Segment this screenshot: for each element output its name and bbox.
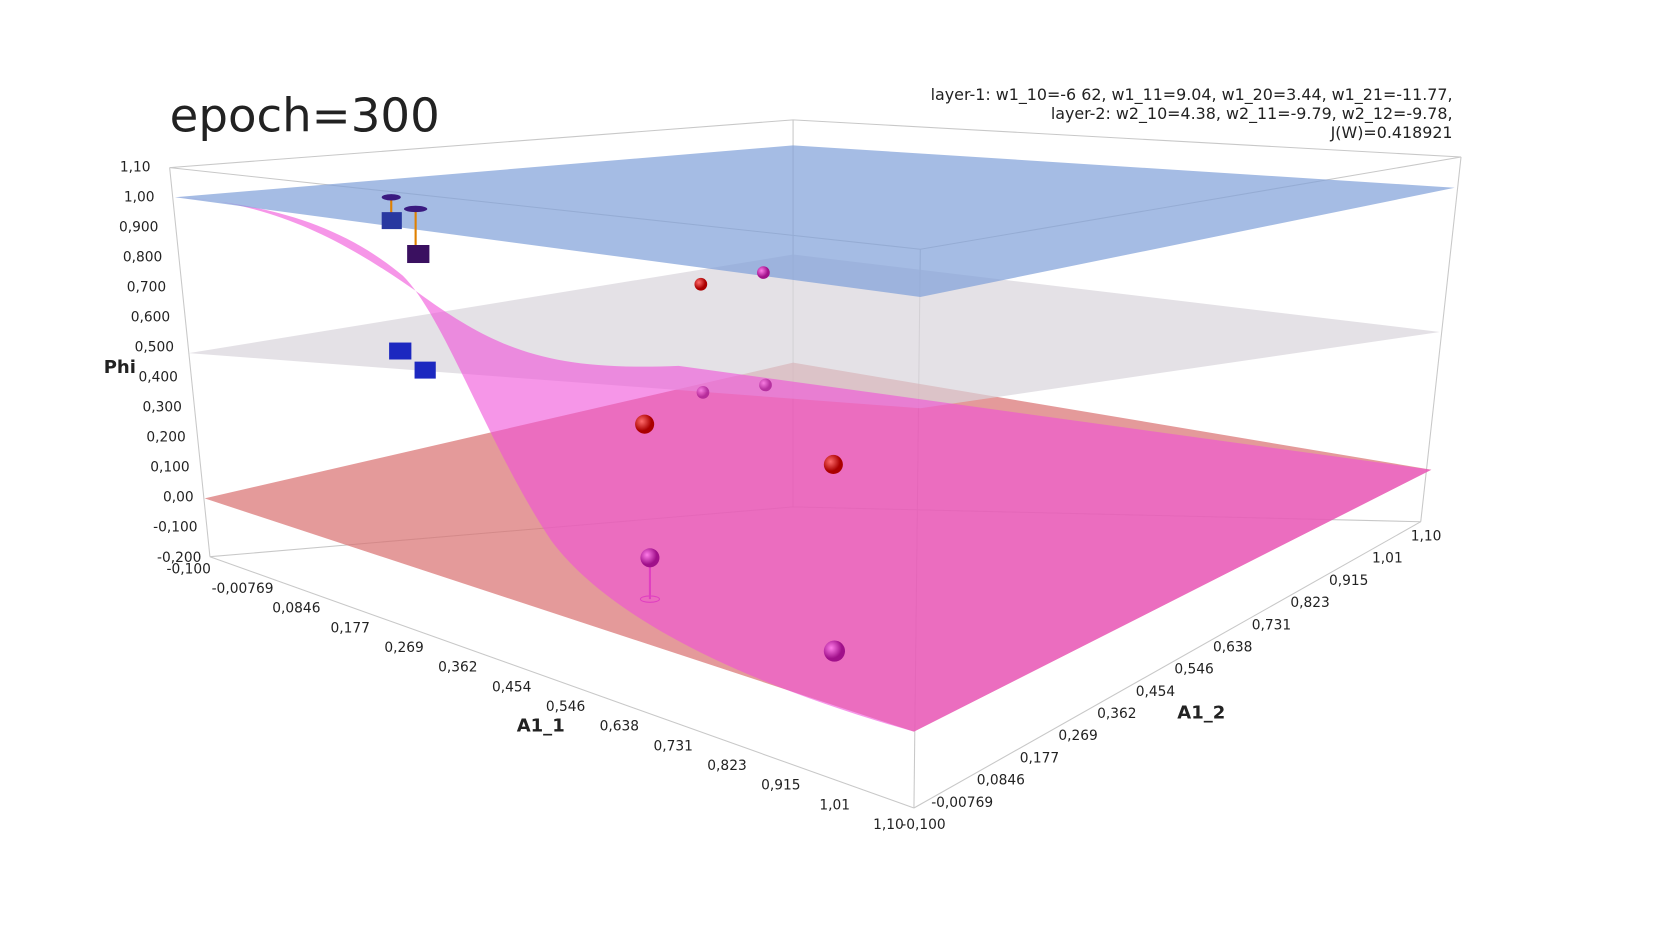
tick-label: 0,454 xyxy=(492,679,531,695)
tick-label: 0,200 xyxy=(146,430,185,446)
tick-label: 0,454 xyxy=(1136,684,1175,700)
tick-label: 0,269 xyxy=(384,640,423,656)
tick-label: 1,10 xyxy=(1411,529,1442,545)
tick-label: -0,00769 xyxy=(212,581,274,597)
blue-plane xyxy=(174,145,1455,297)
axis-title: Phi xyxy=(104,357,136,378)
tick-label: -0,00769 xyxy=(931,795,993,811)
tick-label: 0,915 xyxy=(761,778,800,794)
tick-label: 1,10 xyxy=(120,160,151,176)
axis-title: A1_1 xyxy=(517,715,565,736)
tick-label: 0,177 xyxy=(330,620,369,636)
tick-label: 0,823 xyxy=(1290,595,1329,611)
annotation: layer-1: w1_10=-6 62, w1_11=9.04, w1_20=… xyxy=(931,85,1453,105)
tick-label: 0,546 xyxy=(546,699,585,715)
tick-label: 1,10 xyxy=(873,817,904,833)
tick-label: 0,731 xyxy=(1252,617,1291,633)
annotation: layer-2: w2_10=4.38, w2_11=-9.79, w2_12=… xyxy=(1051,104,1453,124)
tick-label: 0,700 xyxy=(127,280,166,296)
axis-title: A1_2 xyxy=(1177,703,1225,724)
tick-label: 0,400 xyxy=(139,370,178,386)
tick-label: 0,638 xyxy=(1213,639,1252,655)
tick-label: 0,600 xyxy=(131,310,170,326)
tick-label: 0,546 xyxy=(1174,662,1213,678)
tick-label: 0,00 xyxy=(163,490,194,506)
annotation: J(W)=0.418921 xyxy=(1330,123,1453,142)
tick-label: 0,0846 xyxy=(272,601,320,617)
tick-label: -0,100 xyxy=(167,561,211,577)
tick-label: -0,100 xyxy=(901,817,945,833)
tick-label: 1,01 xyxy=(819,797,850,813)
tick-label: 0,362 xyxy=(1097,706,1136,722)
tick-label: 1,00 xyxy=(124,190,155,206)
tick-label: 0,100 xyxy=(150,460,189,476)
tick-label: -0,100 xyxy=(153,520,197,536)
tick-label: 0,731 xyxy=(653,738,692,754)
tick-label: 0,177 xyxy=(1020,750,1059,766)
tick-label: 0,269 xyxy=(1058,728,1097,744)
tick-label: 0,638 xyxy=(600,719,639,735)
tick-label: 0,0846 xyxy=(977,773,1025,789)
tick-label: 0,823 xyxy=(707,758,746,774)
tick-label: 1,01 xyxy=(1372,551,1403,567)
points xyxy=(381,194,846,662)
tick-label: 0,915 xyxy=(1329,573,1368,589)
tick-label: 0,362 xyxy=(438,660,477,676)
surface xyxy=(174,197,1432,732)
tick-label: 0,300 xyxy=(142,400,181,416)
tick-label: 0,800 xyxy=(123,250,162,266)
tick-label: 0,500 xyxy=(135,340,174,356)
tick-label: -0,200 xyxy=(157,550,201,566)
title: epoch=300 xyxy=(170,89,440,143)
tick-label: 0,900 xyxy=(119,220,158,236)
